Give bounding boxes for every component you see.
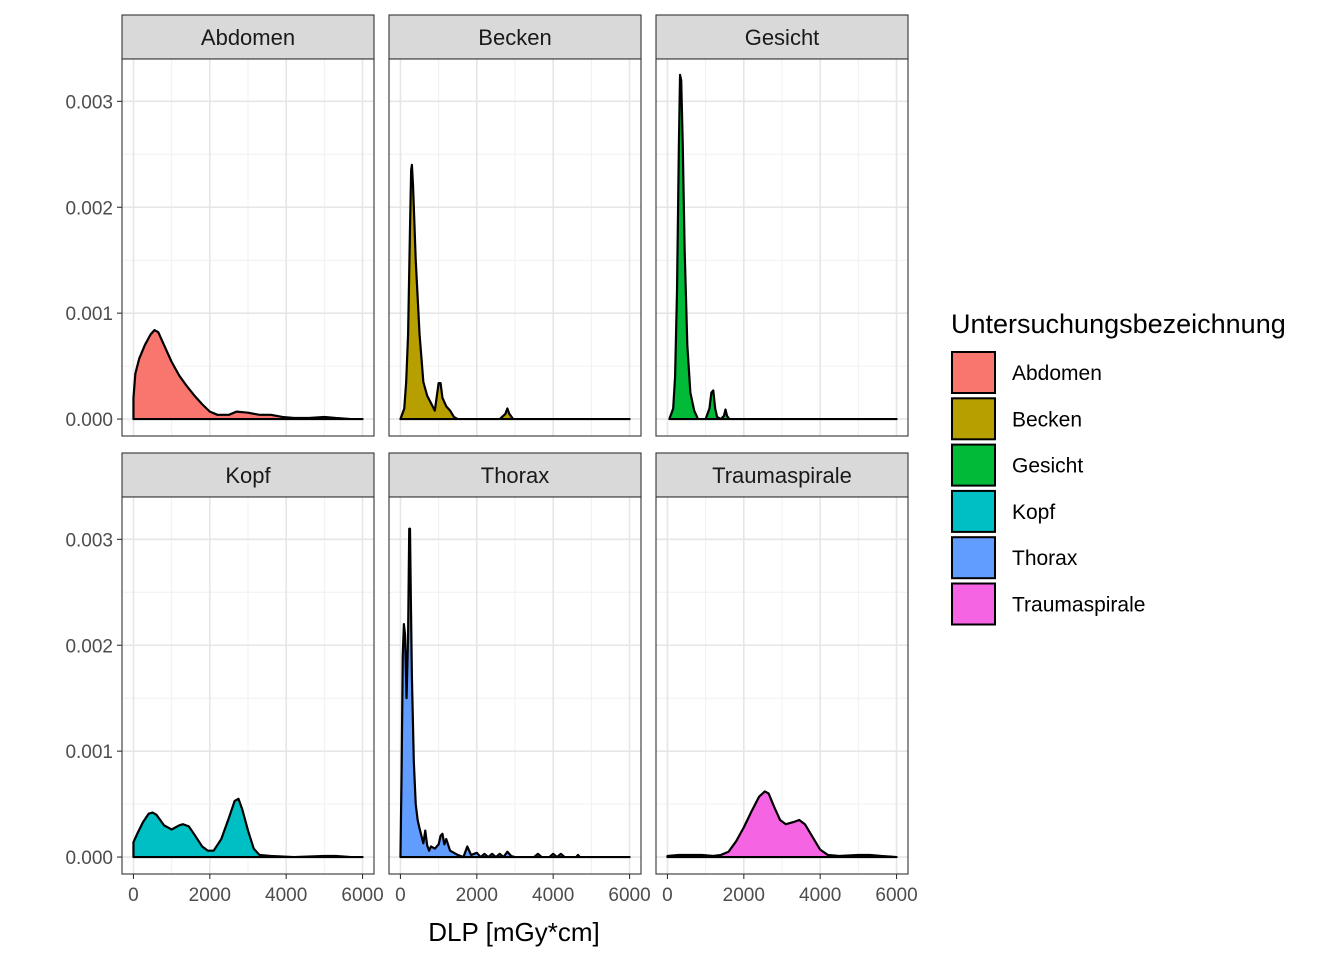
x-tick-label: 0 <box>662 885 673 906</box>
legend-key <box>951 397 996 441</box>
gridlines <box>656 59 908 436</box>
panel-border <box>388 496 642 875</box>
legend: Untersuchungsbezeichnung Abdomen Becken Ges… <box>951 309 1286 626</box>
legend-item-becken: Becken <box>951 397 1082 441</box>
x-tick-label: 0 <box>128 885 139 906</box>
axes: 0.000 0.001 0.002 0.003 0.000 0.001 0.002 0.003… <box>65 92 917 906</box>
y-tick-label: 0.001 <box>65 742 113 763</box>
legend-item-gesicht: Gesicht <box>951 443 1083 487</box>
panel-border <box>655 58 909 437</box>
facet-strip-label: Abdomen <box>201 25 295 50</box>
legend-title: Untersuchungsbezeichnung <box>951 309 1286 339</box>
legend-item-traumaspirale: Traumaspirale <box>951 582 1145 626</box>
facet-gesicht: Gesicht <box>655 14 909 437</box>
x-tick-label: 2000 <box>189 885 231 906</box>
panel-border <box>655 496 909 875</box>
y-tick-label: 0.003 <box>65 530 113 551</box>
facet-strip <box>121 452 375 498</box>
x-tick-label: 4000 <box>265 885 307 906</box>
density-area-becken <box>399 163 631 421</box>
x-tick-label: 0 <box>395 885 406 906</box>
legend-key <box>951 351 996 394</box>
density-area-gesicht <box>668 73 898 421</box>
legend-item-abdomen: Abdomen <box>951 351 1102 394</box>
panel-border <box>388 58 642 437</box>
facet-strip-label: Gesicht <box>745 25 820 50</box>
gridlines <box>389 497 641 874</box>
facet-thorax: Thorax <box>388 452 642 875</box>
x-tick-label: 2000 <box>456 885 498 906</box>
x-tick-label: 2000 <box>723 885 765 906</box>
density-area-kopf <box>132 797 364 859</box>
panel-border <box>121 58 375 437</box>
facet-becken: Becken <box>388 14 642 437</box>
y-tick-label: 0.000 <box>65 410 113 431</box>
density-area-traumaspirale <box>666 790 898 859</box>
x-tick-label: 6000 <box>875 885 917 906</box>
facet-strip-label: Kopf <box>225 463 271 488</box>
legend-key <box>951 536 996 580</box>
legend-label: Thorax <box>1012 547 1078 570</box>
facet-strip-label: Thorax <box>481 463 549 488</box>
legend-label: Gesicht <box>1012 455 1083 478</box>
y-tick-label: 0.003 <box>65 92 113 113</box>
gridlines <box>389 59 641 436</box>
legend-label: Becken <box>1012 408 1082 431</box>
legend-item-thorax: Thorax <box>951 536 1078 580</box>
legend-key <box>951 443 996 487</box>
gridlines <box>656 497 908 874</box>
gridlines <box>122 497 374 874</box>
facet-traumaspirale: Traumaspirale <box>655 452 909 875</box>
legend-key <box>951 582 996 626</box>
facet-strip <box>388 452 642 498</box>
facet-panels: Abdomen Becken Gesicht Kopf Thorax Traumaspir… <box>121 14 909 875</box>
legend-item-kopf: Kopf <box>951 489 1055 533</box>
x-tick-label: 6000 <box>608 885 650 906</box>
x-tick-label: 4000 <box>799 885 841 906</box>
x-tick-label: 6000 <box>341 885 383 906</box>
facet-strip <box>121 14 375 60</box>
panel-border <box>121 496 375 875</box>
facet-abdomen: Abdomen <box>121 14 375 437</box>
x-axis-label: DLP [mGy*cm] <box>428 917 599 947</box>
y-tick-label: 0.002 <box>65 198 113 219</box>
legend-label: Abdomen <box>1012 362 1102 385</box>
density-area-thorax <box>399 527 631 859</box>
facet-kopf: Kopf <box>121 452 375 875</box>
facet-strip <box>388 14 642 60</box>
facet-strip-label: Becken <box>478 25 551 50</box>
y-tick-label: 0.001 <box>65 304 113 325</box>
legend-label: Kopf <box>1012 501 1055 524</box>
x-tick-label: 4000 <box>532 885 574 906</box>
y-tick-label: 0.000 <box>65 848 113 869</box>
facet-strip <box>655 14 909 60</box>
legend-key <box>951 489 996 533</box>
facet-strip-label: Traumaspirale <box>712 463 852 488</box>
density-area-abdomen <box>132 329 364 421</box>
y-tick-label: 0.002 <box>65 636 113 657</box>
legend-label: Traumaspirale <box>1012 594 1145 617</box>
